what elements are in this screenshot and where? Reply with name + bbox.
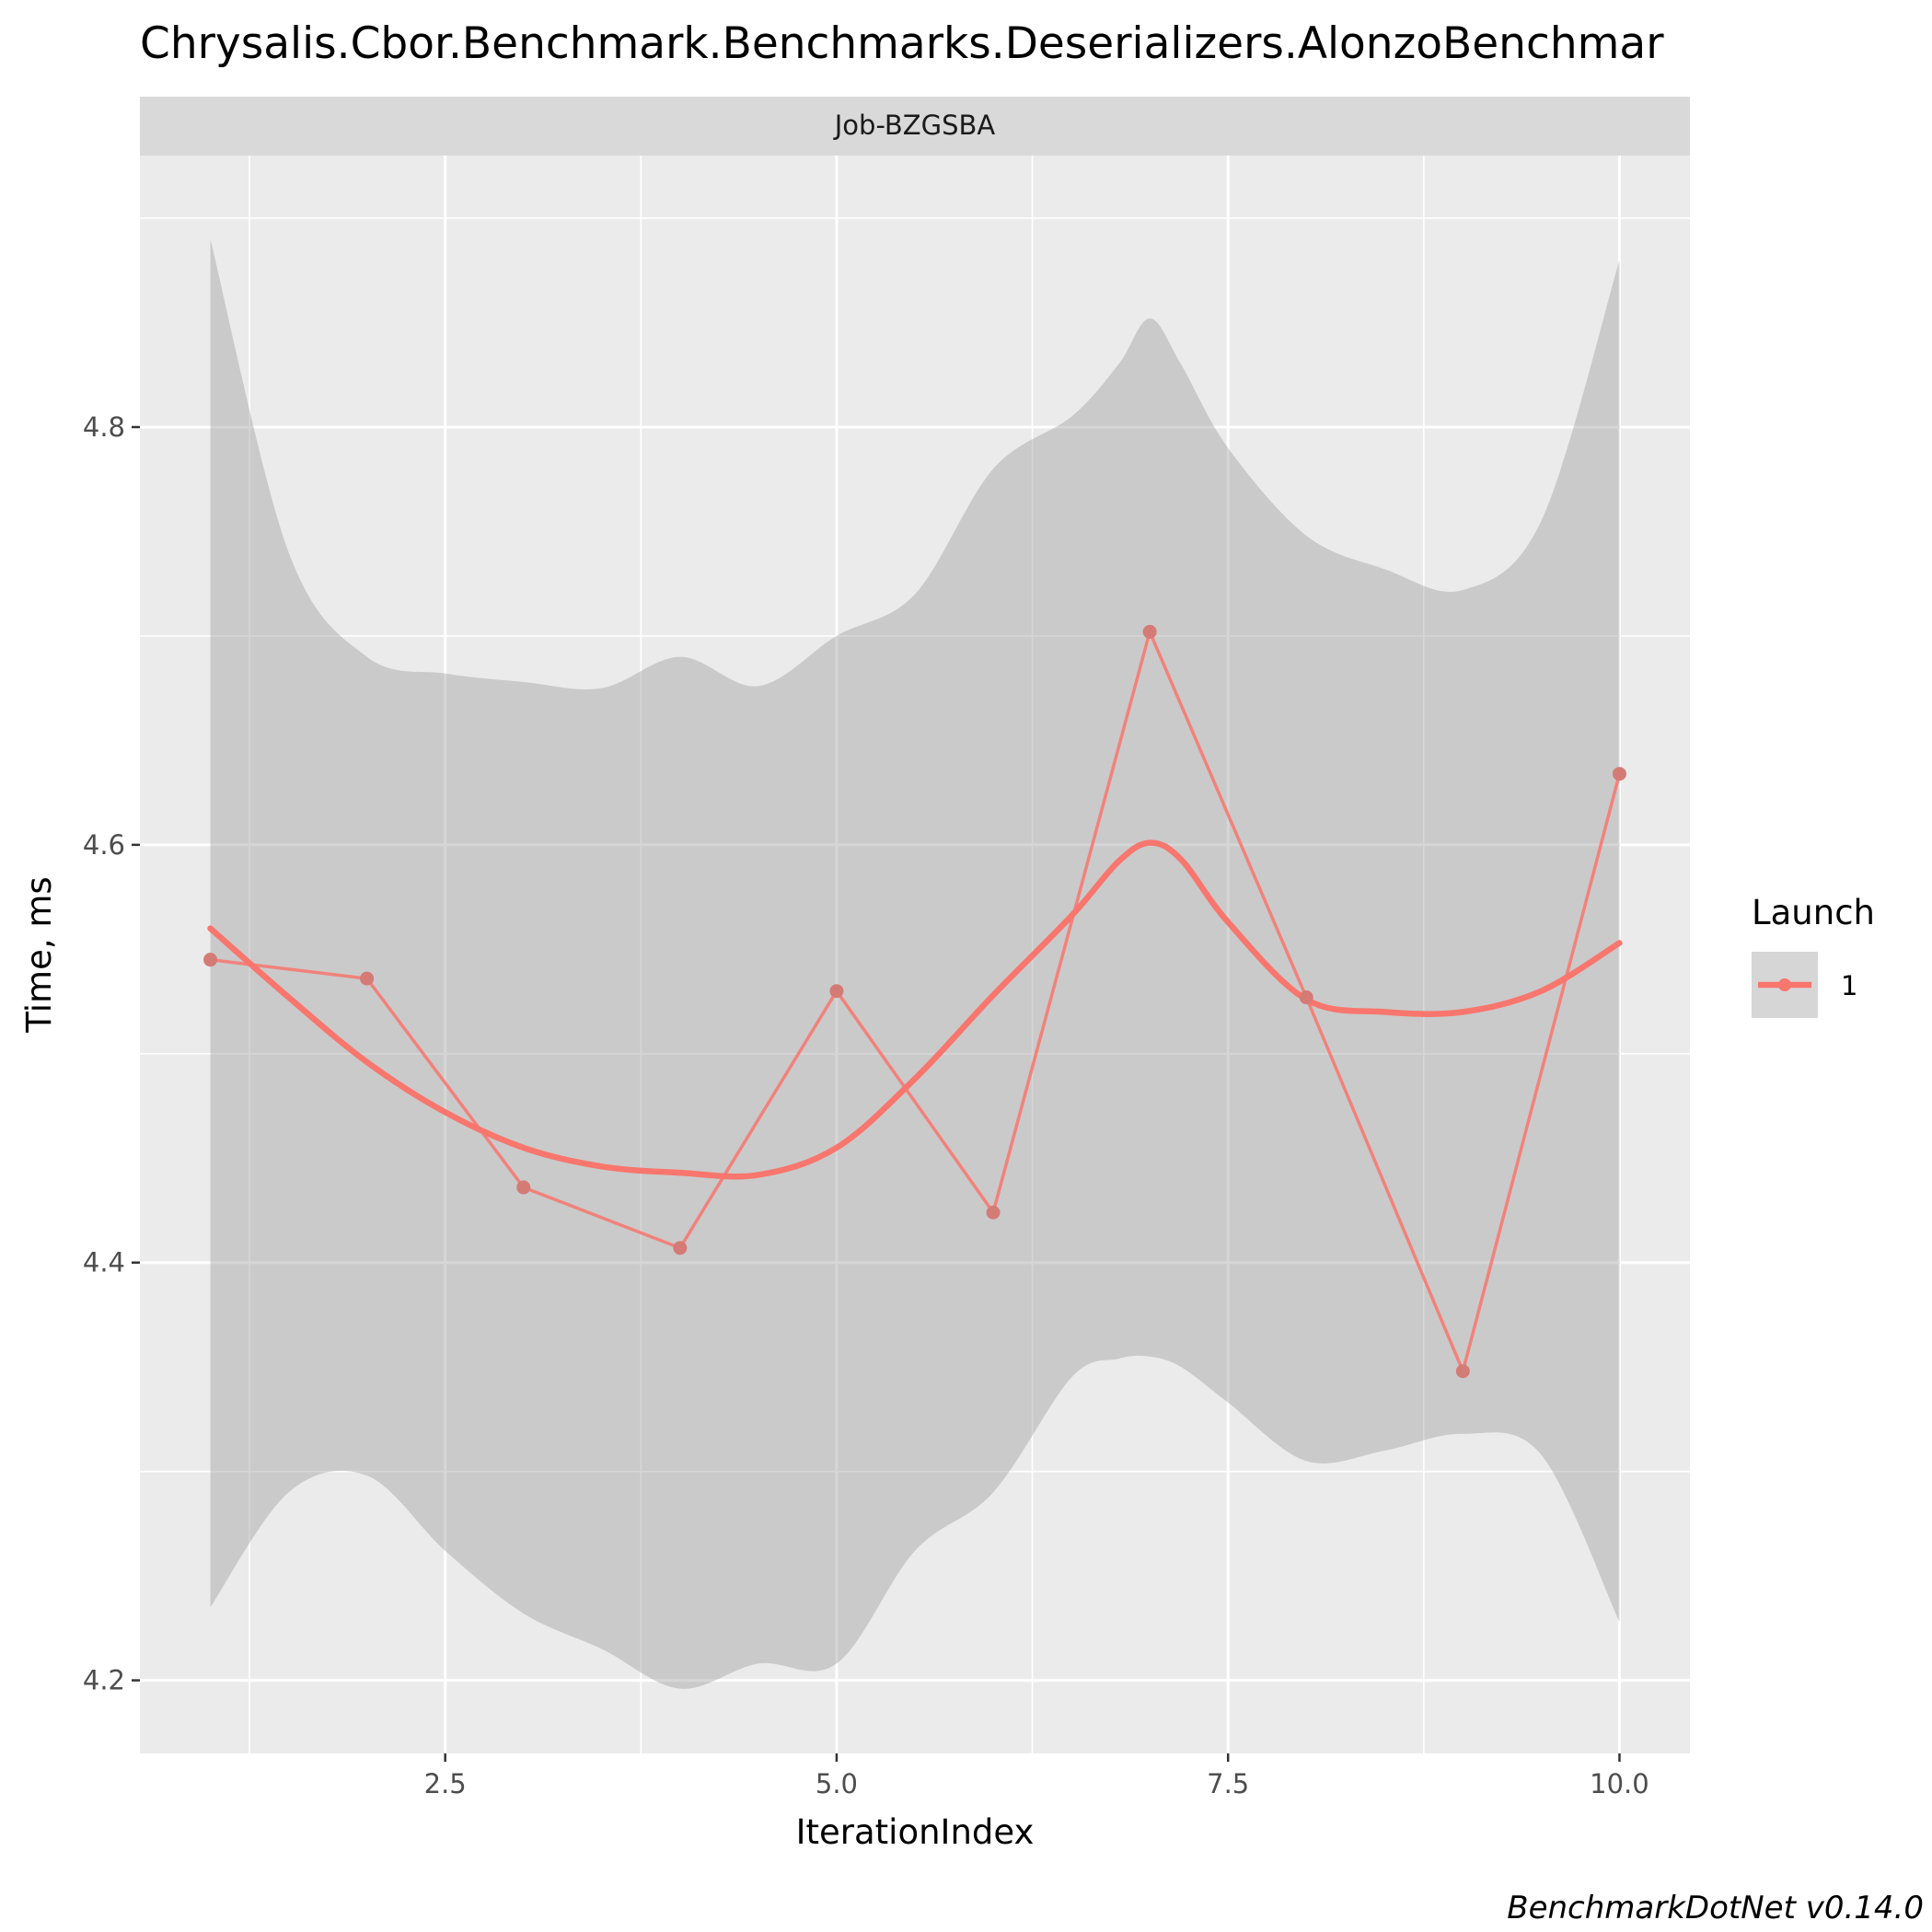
x-tick-label: 10.0 <box>1590 1768 1649 1799</box>
data-point <box>986 1205 1001 1220</box>
x-axis-label: IterationIndex <box>796 1812 1035 1852</box>
confidence-ribbon <box>210 238 1620 1689</box>
x-tick-label: 2.5 <box>424 1768 467 1799</box>
data-point <box>1299 990 1313 1005</box>
y-axis-label: Time, ms <box>19 876 59 1033</box>
x-tick-label: 7.5 <box>1207 1768 1249 1799</box>
facet-strip-label: Job-BZGSBA <box>833 110 996 141</box>
data-point <box>1142 624 1157 639</box>
data-point <box>1612 767 1626 781</box>
caption: BenchmarkDotNet v0.14.0 <box>1507 1890 1924 1926</box>
data-point <box>829 984 844 999</box>
legend-item-label: 1 <box>1841 970 1857 1001</box>
series-points <box>203 624 1626 1379</box>
legend-key-point <box>1778 978 1791 991</box>
plot-panel <box>140 156 1690 1753</box>
legend: Launch 1 <box>1752 893 1875 1018</box>
x-tick-label: 5.0 <box>816 1768 858 1799</box>
grid-major <box>140 156 1690 1753</box>
legend-title: Launch <box>1752 893 1875 932</box>
data-point <box>516 1180 531 1195</box>
facet-strip <box>140 97 1690 156</box>
data-point <box>1455 1364 1470 1379</box>
y-tick-label: 4.8 <box>83 411 125 443</box>
chart-title: Chrysalis.Cbor.Benchmark.Benchmarks.Dese… <box>140 18 1664 69</box>
y-tick-label: 4.4 <box>83 1247 125 1278</box>
y-axis-ticks: 4.2 4.4 4.6 4.8 <box>83 411 140 1696</box>
y-tick-label: 4.2 <box>83 1665 125 1696</box>
smooth-line <box>207 839 1623 1180</box>
data-point <box>203 953 218 967</box>
x-axis-ticks: 2.5 5.0 7.5 10.0 <box>424 1753 1649 1799</box>
y-tick-label: 4.6 <box>83 829 125 861</box>
data-point <box>673 1241 688 1255</box>
data-point <box>360 971 375 986</box>
series-line <box>210 627 1622 1377</box>
